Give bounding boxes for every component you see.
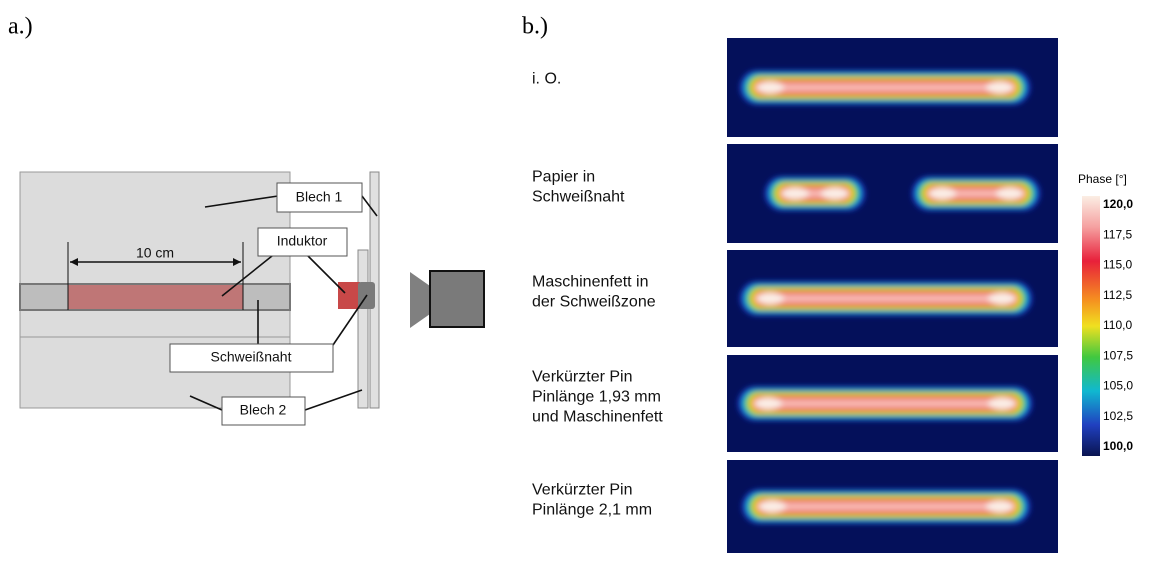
row-label: Papier in bbox=[532, 169, 595, 186]
heat-peak bbox=[781, 188, 809, 200]
heat-peak bbox=[756, 293, 784, 305]
colorbar-ticks: 120,0 117,5 115,0 112,5 110,0 107,5 105,0 102,5… bbox=[1103, 197, 1133, 453]
row-label: i. O. bbox=[532, 71, 561, 88]
callout: Schweißnaht bbox=[211, 349, 292, 365]
dimension-label: 10 cm bbox=[136, 245, 174, 261]
row-label: Verkürzter Pin bbox=[532, 369, 632, 386]
row-label: Verkürzter Pin bbox=[532, 482, 632, 499]
heat-peak bbox=[996, 188, 1024, 200]
heat-peak bbox=[986, 82, 1014, 94]
colorbar-tick-label: 120,0 bbox=[1103, 197, 1133, 211]
row-label: der Schweißzone bbox=[532, 294, 656, 311]
colorbar-tick-label: 105,0 bbox=[1103, 379, 1133, 393]
colorbar-tick-label: 100,0 bbox=[1103, 439, 1133, 453]
colorbar-tick-label: 107,5 bbox=[1103, 348, 1133, 362]
heat-peak bbox=[928, 188, 956, 200]
heat-peak bbox=[988, 398, 1016, 410]
panel-label: b.) bbox=[522, 14, 548, 40]
colorbar-tick-label: 112,5 bbox=[1103, 288, 1132, 302]
row-label: Maschinenfett in bbox=[532, 274, 649, 291]
heat-peak bbox=[986, 501, 1014, 513]
heat-core bbox=[766, 503, 1006, 511]
heat-peak bbox=[758, 501, 786, 513]
heat-peak bbox=[988, 293, 1016, 305]
weld-diagram bbox=[20, 172, 484, 425]
thermal-images: i. O. Papier in Schweißnaht Maschinenfett i… bbox=[532, 38, 1058, 553]
heat-peak bbox=[821, 188, 849, 200]
colorbar-tick-label: 110,0 bbox=[1103, 318, 1132, 332]
heat-core bbox=[764, 295, 1008, 303]
row-label: Schweißnaht bbox=[532, 189, 625, 206]
colorbar-tick-label: 115,0 bbox=[1103, 258, 1132, 272]
hot-zone bbox=[742, 490, 1030, 524]
hot-zone bbox=[740, 282, 1032, 316]
colorbar-tick-label: 102,5 bbox=[1103, 409, 1133, 423]
callout: Blech 2 bbox=[240, 402, 287, 418]
callout: Blech 1 bbox=[296, 189, 343, 205]
row-label: Pinlänge 1,93 mm bbox=[532, 389, 661, 406]
colorbar-tick-label: 117,5 bbox=[1103, 227, 1132, 241]
colorbar bbox=[1082, 196, 1100, 456]
row-label: Pinlänge 2,1 mm bbox=[532, 502, 652, 519]
colorbar-title: Phase [°] bbox=[1078, 172, 1127, 186]
panel-label: a.) bbox=[8, 14, 33, 40]
callout: Induktor bbox=[277, 233, 328, 249]
hot-zone bbox=[738, 387, 1032, 421]
heat-peak bbox=[754, 398, 782, 410]
hot-zone bbox=[740, 71, 1030, 105]
row-label: und Maschinenfett bbox=[532, 409, 663, 426]
heat-peak bbox=[756, 82, 784, 94]
figure: a.) Blech 1 Induktor 10 cm Schweißnaht B… bbox=[0, 0, 1173, 557]
heat-core bbox=[764, 84, 1006, 92]
heat-core bbox=[762, 400, 1008, 408]
